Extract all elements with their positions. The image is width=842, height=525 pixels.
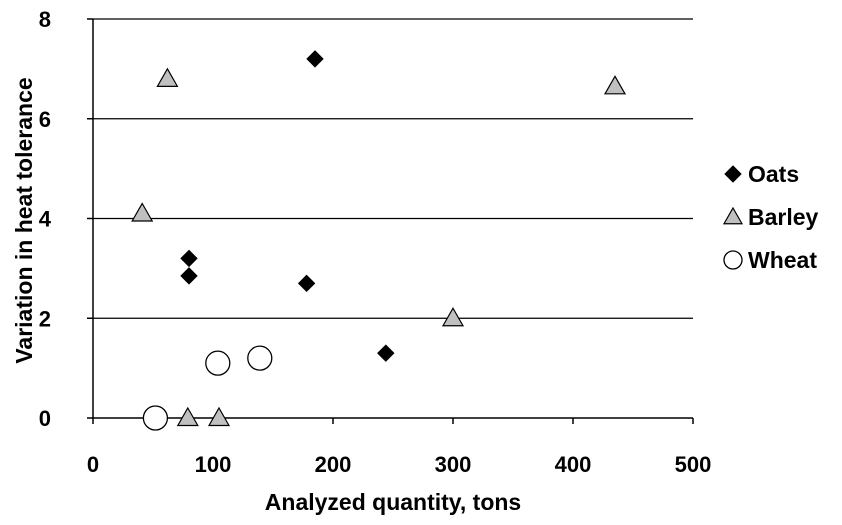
wheat-point-1 xyxy=(142,405,169,431)
barley-point-4 xyxy=(441,307,465,327)
barley-point-6 xyxy=(207,406,231,427)
wheat-point-2 xyxy=(205,350,231,376)
y-tick-label-8: 8 xyxy=(39,7,51,32)
legend-label-oats: Oats xyxy=(748,161,799,187)
x-tick-label-500: 500 xyxy=(675,452,712,477)
barley-point-3 xyxy=(131,202,154,222)
legend-marker-oats xyxy=(724,165,742,183)
y-axis-title: Variation in heat tolerance xyxy=(11,77,37,363)
oats-point-3 xyxy=(180,267,198,285)
oats-point-1 xyxy=(306,50,324,68)
y-tick-label-0: 0 xyxy=(39,406,51,431)
data-points xyxy=(131,50,627,431)
x-tick-label-0: 0 xyxy=(87,452,99,477)
x-axis-title: Analyzed quantity, tons xyxy=(265,489,521,515)
legend-marker-barley xyxy=(722,206,744,225)
legend: Oats Barley Wheat xyxy=(722,161,819,273)
series-oats xyxy=(180,50,395,362)
barley-point-2 xyxy=(603,75,627,95)
oats-point-4 xyxy=(297,274,316,293)
y-tick-label-4: 4 xyxy=(39,207,52,232)
oats-point-2 xyxy=(180,249,198,268)
series-wheat xyxy=(142,345,273,431)
legend-label-wheat: Wheat xyxy=(748,247,817,273)
oats-point-5 xyxy=(377,344,395,362)
x-tick-label-300: 300 xyxy=(435,452,472,477)
legend-label-barley: Barley xyxy=(748,204,819,230)
x-tick-label-200: 200 xyxy=(315,452,352,477)
wheat-point-3 xyxy=(247,345,273,371)
barley-point-1 xyxy=(156,67,179,87)
gridlines xyxy=(93,18,693,319)
y-axis-ticks: 0 2 4 6 8 xyxy=(39,7,93,431)
x-axis-ticks: 0 100 200 300 400 500 xyxy=(87,418,711,477)
y-tick-label-2: 2 xyxy=(39,306,51,331)
x-tick-label-100: 100 xyxy=(195,452,232,477)
series-barley xyxy=(131,67,627,427)
x-tick-label-400: 400 xyxy=(555,452,592,477)
y-tick-label-6: 6 xyxy=(39,107,51,132)
legend-marker-wheat xyxy=(723,250,743,270)
barley-point-5 xyxy=(176,406,199,427)
